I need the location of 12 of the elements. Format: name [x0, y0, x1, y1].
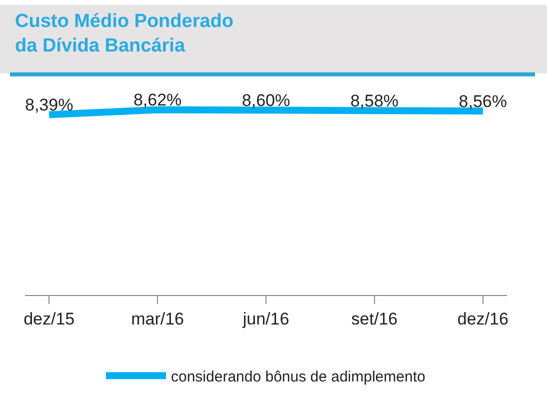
x-tick-label: dez/16 [457, 309, 508, 328]
chart-title: Custo Médio Ponderado da Dívida Bancária [15, 11, 234, 57]
data-label: 8,56% [458, 92, 507, 111]
data-label: 8,39% [25, 95, 74, 114]
x-tick-label: dez/15 [24, 309, 75, 328]
x-tick-label: set/16 [351, 309, 398, 328]
x-tick-label: mar/16 [131, 309, 184, 328]
data-label: 8,60% [242, 90, 290, 110]
data-label: 8,62% [133, 90, 182, 110]
legend-label: considerando bônus de adimplemento [171, 368, 426, 386]
x-tick-label: jun/16 [242, 309, 290, 328]
data-label: 8,58% [350, 91, 399, 110]
